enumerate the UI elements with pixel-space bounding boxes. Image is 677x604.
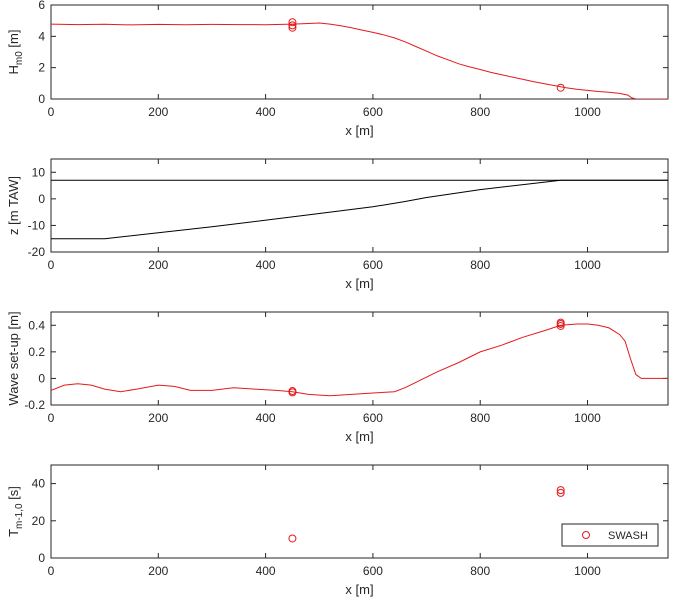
y-tick-label: 0.2 bbox=[28, 345, 45, 359]
x-tick-label: 600 bbox=[363, 105, 383, 119]
data-point-marker bbox=[288, 23, 297, 32]
series-line bbox=[51, 22, 668, 99]
x-tick-label: 400 bbox=[256, 258, 276, 272]
x-tick-label: 600 bbox=[363, 411, 383, 425]
y-tick-label: -10 bbox=[28, 218, 46, 232]
legend: SWASH bbox=[561, 523, 659, 547]
x-tick-label: 400 bbox=[256, 411, 276, 425]
x-tick-label: 0 bbox=[48, 258, 55, 272]
x-tick-label: 800 bbox=[470, 564, 490, 578]
x-axis-label: x [m] bbox=[345, 276, 373, 291]
y-axis-label: Hm0 [m] bbox=[6, 30, 25, 75]
y-tick-label: 2 bbox=[38, 61, 45, 75]
data-point-marker bbox=[288, 21, 297, 30]
legend-label: SWASH bbox=[608, 530, 648, 542]
y-tick-label: 6 bbox=[38, 0, 45, 12]
y-axis-label: Tm-1,0 [s] bbox=[6, 486, 25, 537]
plot-frame bbox=[50, 4, 669, 100]
y-tick-label: 0 bbox=[38, 371, 45, 385]
y-tick-label: 0 bbox=[38, 551, 45, 565]
data-point-marker bbox=[288, 18, 297, 27]
x-tick-label: 200 bbox=[148, 411, 168, 425]
data-point-marker bbox=[556, 486, 565, 495]
x-tick-label: 0 bbox=[48, 105, 55, 119]
y-tick-label: -20 bbox=[28, 245, 46, 259]
y-tick-label: -0.2 bbox=[24, 398, 45, 412]
panel-tm10: 0 200 400 600 800 1000 0 20 40 x [m] Tm-1,0 [s] SWA… bbox=[6, 464, 669, 597]
panel-hm0: 0 200 400 600 800 1000 0 2 4 6 x [m] Hm0 [m] bbox=[6, 0, 669, 138]
x-tick-label: 0 bbox=[48, 564, 55, 578]
series-line bbox=[51, 323, 668, 397]
x-axis-label: x [m] bbox=[345, 123, 373, 138]
x-tick-label: 600 bbox=[363, 564, 383, 578]
series-group bbox=[288, 486, 565, 543]
x-tick-label: 800 bbox=[470, 411, 490, 425]
y-tick-label: 0 bbox=[38, 92, 45, 106]
legend-marker bbox=[582, 531, 590, 539]
data-point-marker bbox=[556, 321, 565, 330]
x-tick-label: 200 bbox=[148, 105, 168, 119]
panel-bathymetry: 0 200 400 600 800 1000 -20 -10 0 10 x [m] z [m TAW] bbox=[6, 158, 669, 291]
series-line bbox=[51, 179, 668, 240]
x-axis-label: x [m] bbox=[345, 429, 373, 444]
x-tick-label: 1000 bbox=[574, 564, 601, 578]
y-tick-label: 20 bbox=[32, 514, 46, 528]
x-tick-label: 1000 bbox=[574, 411, 601, 425]
data-point-marker bbox=[556, 319, 565, 328]
y-axis-label: Wave set-up [m] bbox=[6, 311, 21, 405]
legend-box bbox=[561, 523, 659, 547]
x-tick-label: 1000 bbox=[574, 105, 601, 119]
y-axis-label: z [m TAW] bbox=[6, 176, 21, 235]
data-point-marker bbox=[556, 83, 565, 92]
data-point-marker bbox=[556, 488, 565, 497]
data-point-marker bbox=[288, 388, 297, 397]
x-tick-label: 1000 bbox=[574, 258, 601, 272]
y-tick-label: 4 bbox=[38, 29, 45, 43]
y-tick-label: 0.4 bbox=[28, 318, 45, 332]
x-tick-label: 400 bbox=[256, 564, 276, 578]
series-group bbox=[51, 318, 668, 397]
y-tick-label: 40 bbox=[32, 477, 46, 491]
x-tick-label: 200 bbox=[148, 564, 168, 578]
y-tick-label: 10 bbox=[32, 165, 46, 179]
y-tick-label: 0 bbox=[38, 192, 45, 206]
x-tick-label: 600 bbox=[363, 258, 383, 272]
plot-frame bbox=[50, 158, 669, 253]
panel-setup: 0 200 400 600 800 1000-0.200.20.4x [m]Wave se… bbox=[6, 311, 669, 444]
series-group bbox=[51, 18, 668, 99]
x-tick-label: 0 bbox=[48, 411, 55, 425]
x-tick-label: 800 bbox=[470, 258, 490, 272]
x-tick-label: 200 bbox=[148, 258, 168, 272]
series-group bbox=[51, 179, 668, 240]
x-axis-label: x [m] bbox=[345, 582, 373, 597]
data-point-marker bbox=[288, 534, 297, 543]
x-tick-label: 800 bbox=[470, 105, 490, 119]
x-tick-label: 400 bbox=[256, 105, 276, 119]
plot-frame bbox=[50, 311, 669, 406]
